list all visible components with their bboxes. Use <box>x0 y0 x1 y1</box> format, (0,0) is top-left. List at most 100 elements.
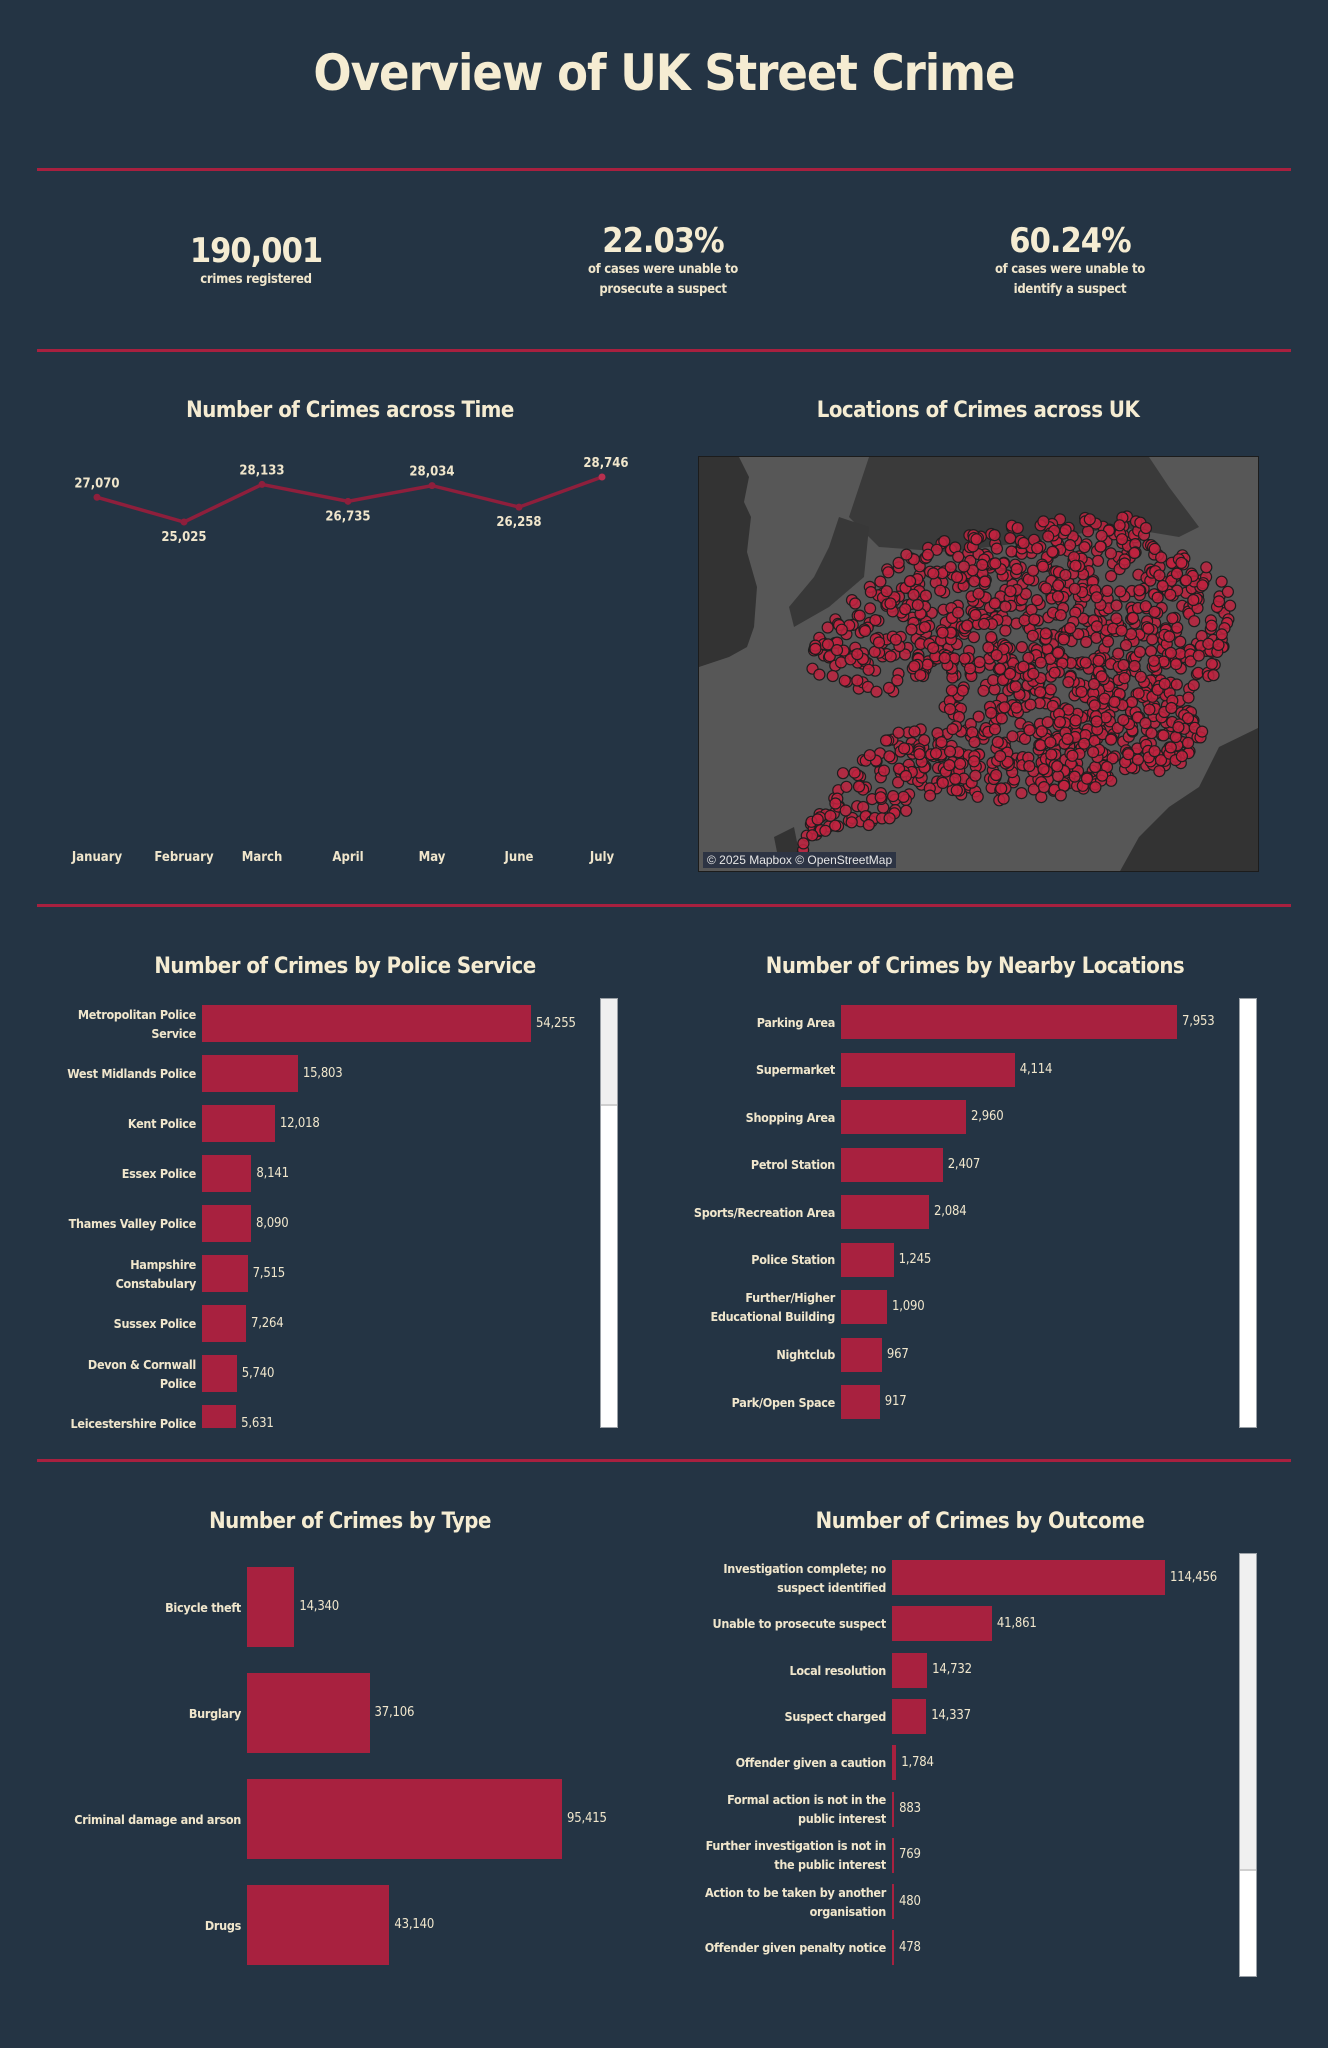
crime-point <box>877 764 891 777</box>
outcome-bar[interactable] <box>892 1837 894 1873</box>
crime-point <box>829 797 842 810</box>
outcome-scrollbar-thumb[interactable] <box>1240 1554 1256 1871</box>
crime-point <box>1200 561 1213 574</box>
nearby-scrollbar[interactable] <box>1239 998 1257 1428</box>
crime-point <box>985 706 998 719</box>
crime-point <box>1061 732 1074 745</box>
type-chart-title: Number of Crimes by Type <box>209 1509 491 1534</box>
outcome-chart-title: Number of Crimes by Outcome <box>815 1509 1145 1534</box>
outcome-bar[interactable] <box>892 1606 992 1642</box>
kpi-unable-identify: 60.24% of cases were unable to identify … <box>920 222 1220 300</box>
crime-point <box>892 762 906 775</box>
police-category-label: Hampshire Constabulary <box>40 1255 197 1292</box>
crime-point <box>1044 683 1057 696</box>
type-bar[interactable] <box>247 1885 390 1965</box>
crime-point <box>907 588 920 601</box>
police-bar[interactable] <box>202 1105 275 1142</box>
crime-point <box>1187 593 1200 607</box>
crime-point <box>880 585 893 598</box>
crime-point <box>1089 781 1102 794</box>
crime-point <box>990 542 1003 555</box>
type-bar[interactable] <box>247 1779 562 1859</box>
crime-point <box>1036 560 1050 573</box>
nearby-category-label: Supermarket <box>680 1053 835 1087</box>
crime-point <box>908 725 921 738</box>
police-value-label: 54,255 <box>536 1015 576 1031</box>
time-point[interactable] <box>598 473 606 481</box>
crime-point <box>1215 575 1228 588</box>
nearby-scrollbar-thumb[interactable] <box>1240 999 1256 1427</box>
police-scrollbar-thumb[interactable] <box>601 999 617 1106</box>
category-label-text: Metropolitan Police Service <box>77 1006 196 1041</box>
outcome-bar[interactable] <box>892 1884 894 1920</box>
police-bar[interactable] <box>202 1405 237 1428</box>
outcome-category-label: Further investigation is not in the publ… <box>680 1838 887 1873</box>
nearby-bar[interactable] <box>841 1005 1177 1039</box>
crime-point <box>1095 670 1108 683</box>
type-bar[interactable] <box>247 1567 295 1647</box>
police-scrollbar[interactable] <box>600 998 618 1428</box>
crime-point <box>929 747 943 760</box>
crime-point <box>1046 699 1059 713</box>
crime-point <box>995 782 1008 795</box>
time-point[interactable] <box>344 497 352 505</box>
category-label-text: Local resolution <box>789 1662 886 1678</box>
outcome-bar[interactable] <box>892 1745 897 1781</box>
crime-point <box>1010 562 1023 576</box>
type-category-label: Criminal damage and arson <box>40 1779 241 1859</box>
nearby-bar[interactable] <box>841 1052 1015 1087</box>
nearby-bar[interactable] <box>841 1195 930 1229</box>
time-point[interactable] <box>428 482 436 490</box>
nearby-bar[interactable] <box>841 1100 967 1134</box>
outcome-bar[interactable] <box>892 1791 895 1827</box>
crime-point <box>1101 635 1115 648</box>
nearby-value-label: 1,090 <box>892 1299 925 1314</box>
category-label-text: Drugs <box>204 1917 241 1933</box>
outcome-bar[interactable] <box>892 1560 1165 1595</box>
crime-point <box>884 650 897 663</box>
category-label-text: Sussex Police <box>113 1316 197 1331</box>
time-point[interactable] <box>180 518 188 526</box>
police-bar[interactable] <box>202 1305 247 1342</box>
crime-point <box>1062 676 1075 689</box>
crime-point <box>1148 745 1161 758</box>
crime-point <box>1044 736 1057 749</box>
time-point[interactable] <box>93 493 101 501</box>
crime-point <box>1017 536 1030 550</box>
crime-point <box>864 586 877 599</box>
outcome-bar[interactable] <box>892 1652 928 1688</box>
outcome-category-label: Action to be taken by another organisati… <box>680 1884 886 1919</box>
police-bar[interactable] <box>202 1205 252 1242</box>
nearby-value-label: 967 <box>886 1346 909 1362</box>
nearby-bar[interactable] <box>841 1290 888 1324</box>
nearby-bar[interactable] <box>841 1385 880 1419</box>
police-bar[interactable] <box>202 1355 237 1392</box>
outcome-bar[interactable] <box>892 1930 894 1966</box>
time-point[interactable] <box>258 480 266 488</box>
police-bar[interactable] <box>202 1055 298 1092</box>
nearby-bar[interactable] <box>841 1147 943 1182</box>
police-bar[interactable] <box>202 1155 252 1192</box>
crime-point <box>1006 730 1019 743</box>
crime-point <box>1083 513 1096 526</box>
police-bar[interactable] <box>202 1255 248 1292</box>
crime-point <box>1153 569 1166 582</box>
crime-point <box>1165 701 1178 715</box>
kpi-label: of cases were unable to <box>587 262 739 277</box>
crime-point <box>899 769 912 783</box>
type-bar[interactable] <box>247 1673 370 1753</box>
crime-point <box>1031 594 1044 607</box>
nearby-bar[interactable] <box>841 1242 894 1277</box>
police-bar[interactable] <box>202 1005 531 1042</box>
nearby-bar[interactable] <box>841 1337 882 1372</box>
crime-point <box>971 790 984 803</box>
outcome-scrollbar[interactable] <box>1239 1553 1257 1977</box>
crime-point <box>985 631 998 644</box>
crime-point <box>988 723 1002 736</box>
outcome-bar[interactable] <box>892 1698 927 1734</box>
crime-location-map[interactable]: © 2025 Mapbox © OpenStreetMap <box>698 456 1259 872</box>
time-point[interactable] <box>515 503 523 511</box>
time-x-tick-label: April <box>332 850 364 865</box>
crime-point <box>1095 529 1108 542</box>
crime-point <box>1146 633 1159 646</box>
